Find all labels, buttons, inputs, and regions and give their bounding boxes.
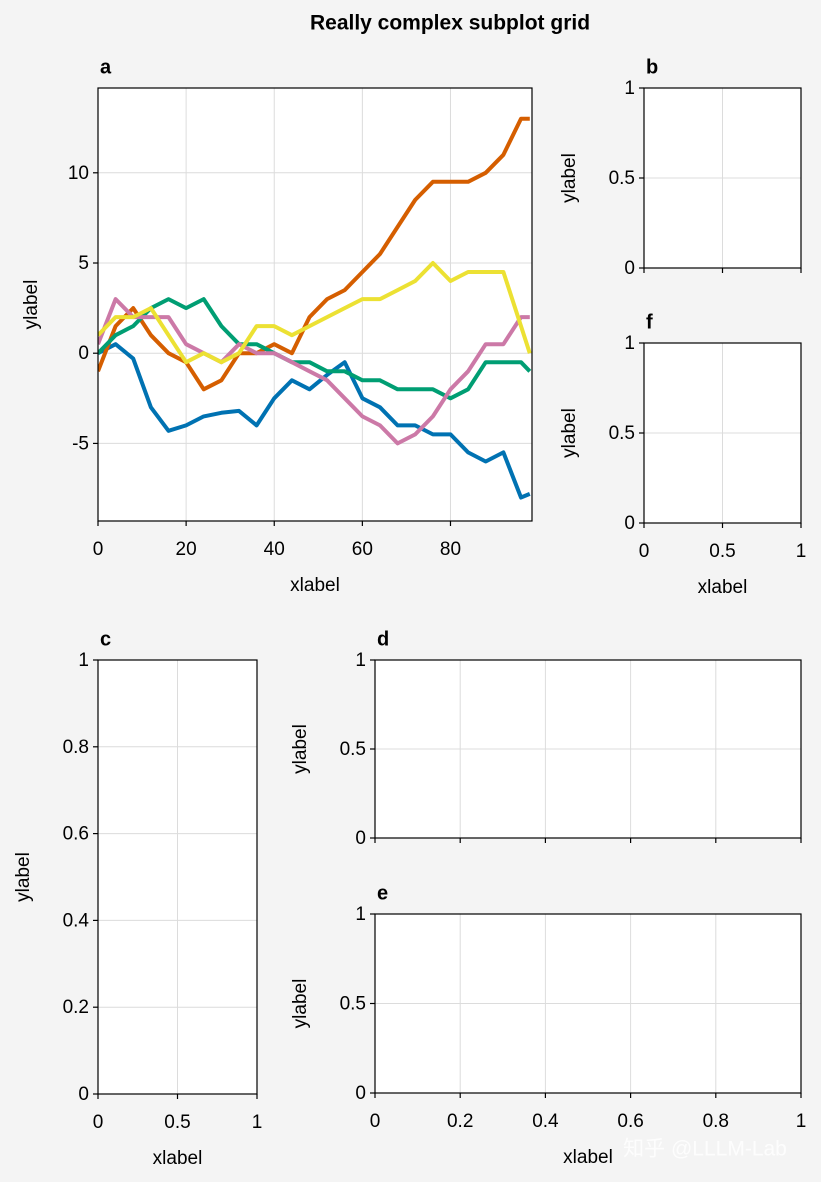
x-tick-label: 20 [176, 539, 197, 560]
x-tick-label: 0 [93, 1112, 104, 1133]
x-tick-label: 0.8 [703, 1111, 729, 1132]
line [98, 116, 530, 392]
panel-title: f [646, 311, 653, 333]
panel-title: c [100, 628, 111, 650]
figure-title: Really complex subplot grid [310, 12, 590, 35]
y-tick-label: 10 [68, 163, 89, 184]
y-tick-label: 0 [624, 258, 635, 279]
y-tick-label: 1 [624, 333, 635, 354]
x-tick-label: 0 [639, 541, 650, 562]
y-axis-label: ylabel [21, 280, 42, 330]
panel-title: d [377, 628, 389, 650]
x-axis-label: xlabel [153, 1148, 203, 1169]
axes-background [98, 88, 532, 521]
panel-title: b [646, 56, 658, 78]
axes-frame [97, 87, 533, 522]
axes-frame [97, 659, 258, 1095]
y-axis-label: ylabel [559, 408, 580, 458]
y-tick-label: -5 [72, 433, 89, 454]
x-tick-label: 0.4 [532, 1111, 559, 1132]
x-tick-label: 0 [370, 1111, 381, 1132]
y-tick-label: 1 [355, 904, 366, 925]
watermark: 知乎 @LLLM-Lab [623, 1138, 787, 1161]
y-tick-label: 0.5 [340, 994, 366, 1015]
y-tick-label: 1 [78, 650, 89, 671]
x-tick-label: 1 [796, 1111, 807, 1132]
x-axis-label: xlabel [290, 575, 340, 596]
y-tick-label: 0 [355, 828, 366, 849]
axes-frame [643, 87, 802, 269]
x-tick-label: 0.5 [709, 541, 735, 562]
y-tick-label: 0 [78, 343, 89, 364]
x-tick-label: 0 [93, 539, 104, 560]
y-tick-label: 0 [355, 1083, 366, 1104]
y-axis-label: ylabel [290, 979, 311, 1029]
line [98, 297, 532, 401]
x-axis-label: xlabel [698, 577, 748, 598]
y-tick-label: 1 [624, 78, 635, 99]
axes-frame [374, 913, 802, 1094]
x-axis-label: xlabel [563, 1147, 613, 1168]
x-tick-label: 0.5 [164, 1112, 190, 1133]
line [98, 261, 532, 365]
axes-frame [374, 659, 802, 839]
x-tick-label: 40 [264, 539, 285, 560]
x-tick-label: 60 [352, 539, 373, 560]
x-tick-label: 0.2 [447, 1111, 473, 1132]
y-tick-label: 0.5 [609, 423, 635, 444]
y-tick-label: 0.4 [63, 910, 90, 931]
y-axis-label: ylabel [559, 153, 580, 203]
panel-title: e [377, 882, 388, 904]
x-tick-label: 80 [440, 539, 461, 560]
y-tick-label: 0 [624, 513, 635, 534]
y-tick-label: 0.5 [609, 168, 635, 189]
y-axis-label: ylabel [13, 852, 34, 902]
y-tick-label: 0.5 [340, 739, 366, 760]
x-tick-label: 1 [796, 541, 807, 562]
axes-frame [643, 342, 802, 524]
line [98, 297, 530, 446]
y-tick-label: 0 [78, 1084, 89, 1105]
line [98, 342, 531, 500]
panel-title: a [100, 56, 112, 78]
y-tick-label: 0.2 [63, 997, 89, 1018]
y-axis-label: ylabel [290, 724, 311, 774]
x-tick-label: 1 [252, 1112, 263, 1133]
x-tick-label: 0.6 [617, 1111, 643, 1132]
y-tick-label: 1 [355, 650, 366, 671]
y-tick-label: 0.6 [63, 824, 89, 845]
y-tick-label: 5 [78, 253, 89, 274]
y-tick-label: 0.8 [63, 737, 89, 758]
